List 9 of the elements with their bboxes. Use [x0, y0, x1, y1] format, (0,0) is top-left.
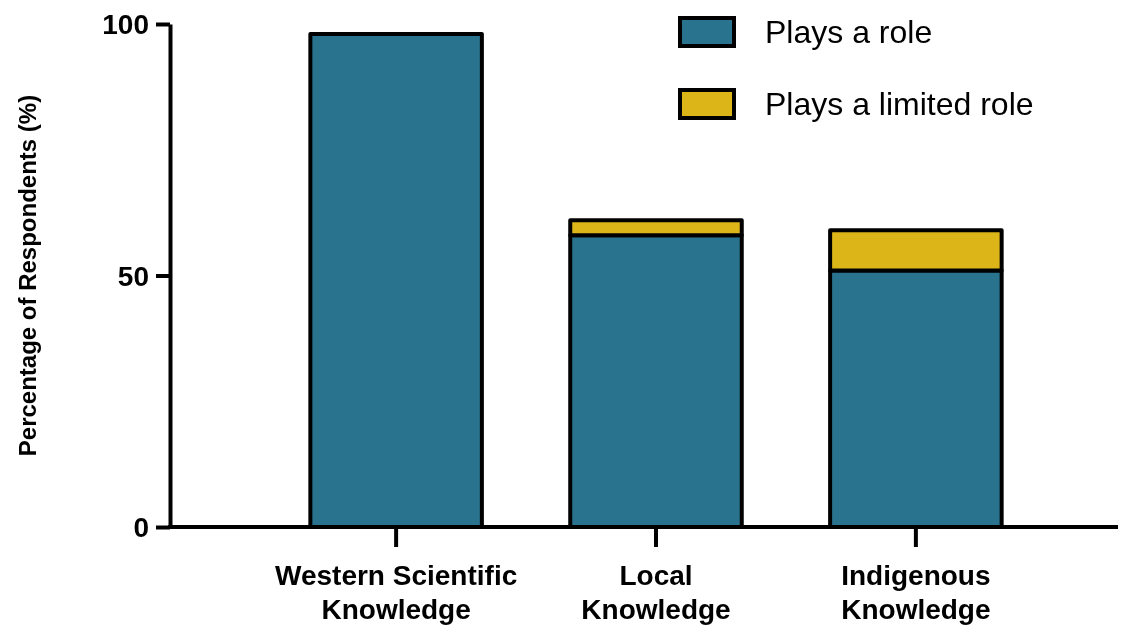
legend-label: Plays a limited role [765, 86, 1034, 123]
legend-label: Plays a role [765, 14, 933, 51]
x-tick-label: Local Knowledge [581, 560, 731, 625]
x-tick-label: Indigenous Knowledge [841, 560, 991, 625]
y-tick-label: 50 [117, 260, 149, 292]
y-tick-label: 0 [133, 512, 149, 544]
y-tick-label: 100 [102, 9, 149, 41]
y-axis-title: Percentage of Respondents (%) [14, 94, 41, 457]
x-tick-label: Western Scientific Knowledge [275, 560, 518, 625]
